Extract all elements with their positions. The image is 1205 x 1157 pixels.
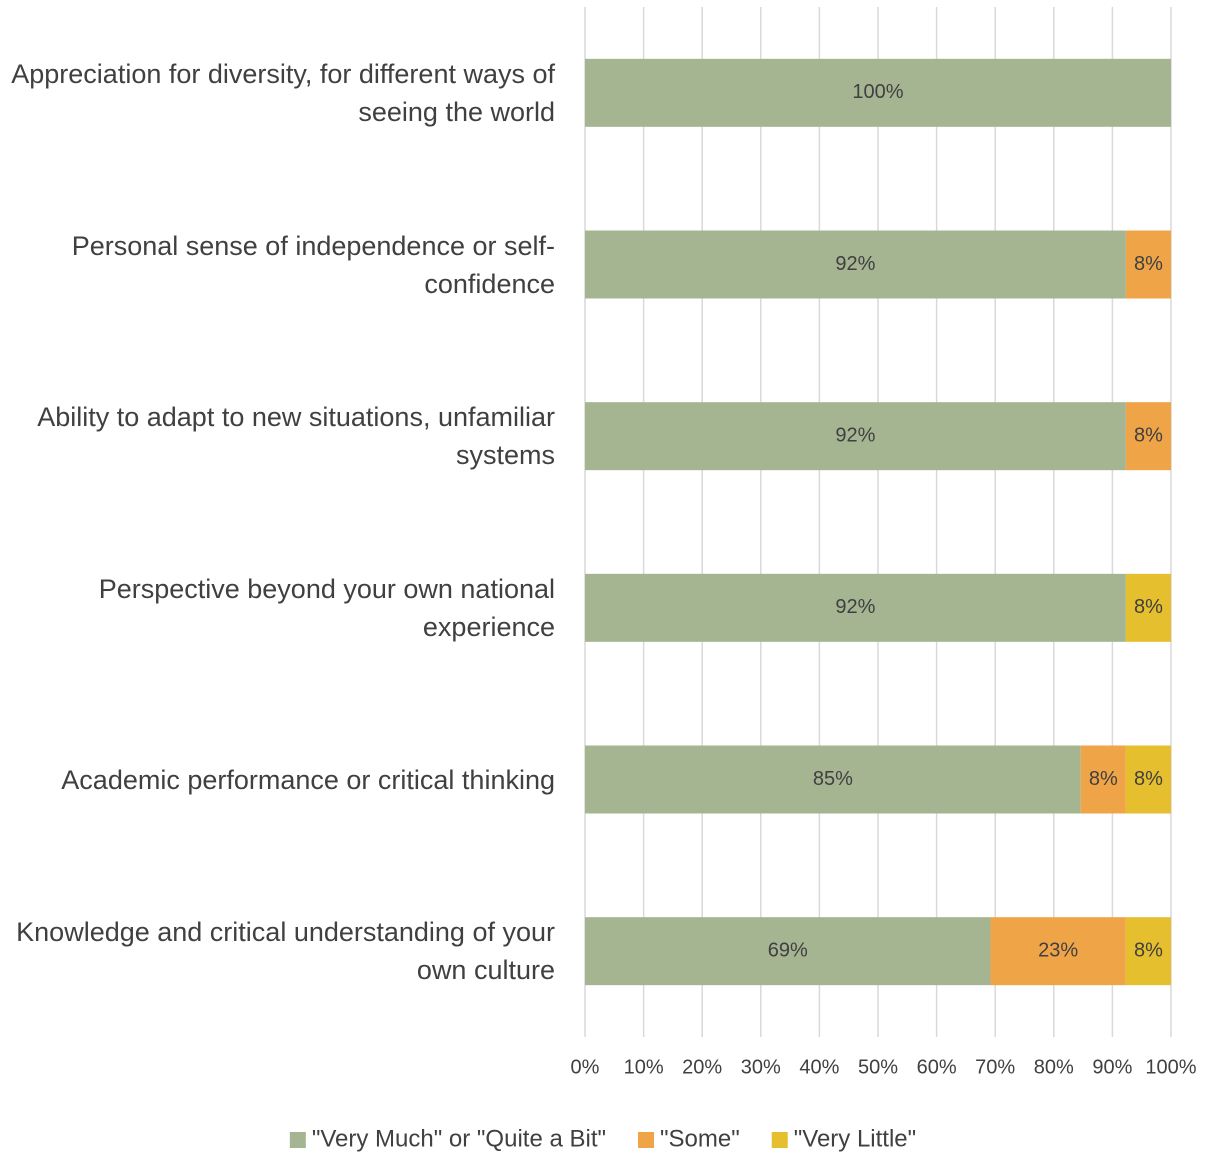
bar-segment (585, 58, 1171, 127)
data-label: 92% (835, 253, 875, 275)
bar-segment (1080, 745, 1126, 814)
bar-segment (585, 745, 1081, 814)
data-label: 69% (768, 939, 808, 961)
x-tick-label: 90% (1092, 1056, 1132, 1078)
x-tick-label: 0% (571, 1056, 600, 1078)
category-label: Knowledge and critical understanding of … (16, 917, 555, 986)
bar-segment (585, 230, 1126, 299)
x-tick-label: 100% (1145, 1056, 1196, 1078)
bar-segment (585, 402, 1126, 471)
legend-label: "Some" (660, 1125, 740, 1152)
category-label: Personal sense of independence or self-c… (71, 230, 555, 299)
category-label: Ability to adapt to new situations, unfa… (37, 402, 555, 471)
category-label: Appreciation for diversity, for differen… (11, 58, 555, 127)
x-tick-label: 50% (858, 1056, 898, 1078)
bar-segment (1125, 230, 1171, 299)
bar-segment (1125, 573, 1171, 642)
data-label: 8% (1134, 596, 1163, 618)
data-label: 8% (1134, 424, 1163, 446)
bar-segment (1125, 745, 1171, 814)
data-label: 92% (835, 424, 875, 446)
data-label: 23% (1038, 939, 1078, 961)
x-tick-label: 30% (741, 1056, 781, 1078)
data-label: 100% (852, 81, 903, 103)
legend-label: "Very Little" (794, 1125, 916, 1152)
data-label: 92% (835, 596, 875, 618)
data-label: 85% (813, 768, 853, 790)
category-label: Perspective beyond your own national exp… (98, 573, 555, 642)
bar-segment (585, 573, 1126, 642)
x-tick-label: 20% (682, 1056, 722, 1078)
x-tick-label: 80% (1034, 1056, 1074, 1078)
data-label: 8% (1134, 939, 1163, 961)
x-tick-label: 40% (799, 1056, 839, 1078)
legend-label: "Very Much" or "Quite a Bit" (312, 1125, 606, 1152)
category-label: Academic performance or critical thinkin… (61, 764, 555, 795)
legend-swatch (771, 1132, 788, 1148)
x-tick-label: 70% (975, 1056, 1015, 1078)
bar-segment (990, 917, 1126, 986)
x-tick-label: 10% (624, 1056, 664, 1078)
x-tick-label: 60% (917, 1056, 957, 1078)
data-label: 8% (1134, 768, 1163, 790)
data-label: 8% (1134, 253, 1163, 275)
data-label: 8% (1089, 768, 1118, 790)
legend-swatch (638, 1132, 655, 1148)
bar-segment (1125, 402, 1171, 471)
bar-segment (1125, 917, 1171, 986)
legend-swatch (289, 1132, 306, 1148)
bar-segment (585, 917, 991, 986)
